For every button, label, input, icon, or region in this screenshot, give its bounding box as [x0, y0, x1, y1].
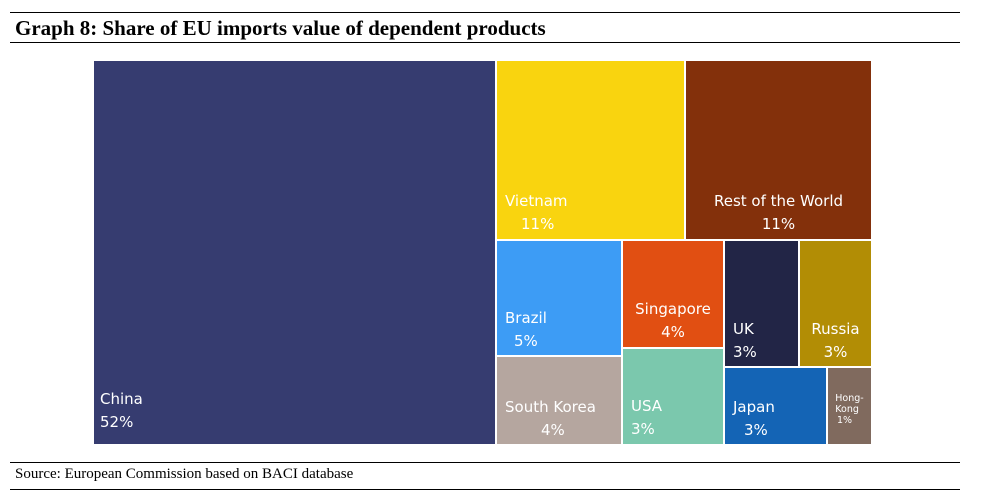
- treemap-label: UK 3%: [733, 318, 757, 364]
- treemap-tile-japan: Japan 3%: [724, 367, 827, 445]
- treemap-value-label: 3%: [823, 343, 848, 361]
- treemap-value-label: 11%: [761, 215, 796, 233]
- treemap-tile-vietnam: Vietnam 11%: [496, 60, 685, 240]
- treemap-category-label: Hong- Kong: [835, 393, 864, 415]
- treemap-value-label: 52%: [100, 413, 134, 431]
- source-bottom-rule: [10, 489, 960, 490]
- treemap-category-label: Brazil: [505, 309, 547, 327]
- treemap-tile-uk: UK 3%: [724, 240, 799, 367]
- treemap-label: South Korea 4%: [505, 396, 596, 442]
- source-top-rule: [10, 462, 960, 463]
- treemap-category-label: UK: [733, 320, 754, 338]
- treemap-category-label: USA: [631, 397, 663, 415]
- treemap-label: Singapore 4%: [623, 298, 723, 344]
- treemap-category-label: Rest of the World: [713, 192, 844, 210]
- treemap-label: Rest of the World 11%: [686, 190, 871, 236]
- treemap-value-label: 3%: [631, 420, 655, 438]
- treemap-label: Hong- Kong 1%: [828, 393, 871, 426]
- treemap-value-label: 3%: [733, 343, 757, 361]
- treemap-label: China 52%: [100, 388, 143, 434]
- treemap-category-label: Vietnam: [505, 192, 568, 210]
- treemap-category-label: Japan: [733, 398, 775, 416]
- treemap-tile-russia: Russia 3%: [799, 240, 872, 367]
- treemap-category-label: China: [100, 390, 143, 408]
- treemap-tile-singapore: Singapore 4%: [622, 240, 724, 348]
- treemap-category-label: Singapore: [635, 300, 711, 318]
- treemap-value-label: 3%: [744, 421, 768, 439]
- treemap-tile-rest-of-the-world: Rest of the World 11%: [685, 60, 872, 240]
- figure-title: Graph 8: Share of EU imports value of de…: [15, 16, 546, 40]
- treemap-label: Russia 3%: [800, 318, 871, 364]
- treemap-tile-hong--kong: Hong- Kong 1%: [827, 367, 872, 445]
- top-rule: [10, 12, 960, 13]
- treemap-value-label: 1%: [837, 415, 853, 426]
- treemap-tile-china: China 52%: [93, 60, 496, 445]
- treemap-category-label: Russia: [811, 320, 860, 338]
- treemap-value-label: 11%: [521, 215, 555, 233]
- treemap-label: Vietnam 11%: [505, 190, 568, 236]
- treemap-value-label: 4%: [541, 421, 565, 439]
- treemap-label: Brazil 5%: [505, 307, 547, 353]
- treemap-tile-brazil: Brazil 5%: [496, 240, 622, 356]
- treemap-label: Japan 3%: [733, 396, 775, 442]
- treemap-tile-usa: USA 3%: [622, 348, 724, 445]
- treemap-value-label: 4%: [661, 323, 685, 341]
- treemap-label: USA 3%: [631, 395, 662, 441]
- source-note: Source: European Commission based on BAC…: [15, 466, 354, 482]
- treemap-chart: China 52% Vietnam 11% Rest of the World 11% Br…: [93, 60, 872, 445]
- treemap-tile-south-korea: South Korea 4%: [496, 356, 622, 445]
- treemap-value-label: 5%: [514, 332, 538, 350]
- title-rule: [10, 42, 960, 43]
- treemap-category-label: South Korea: [505, 398, 596, 416]
